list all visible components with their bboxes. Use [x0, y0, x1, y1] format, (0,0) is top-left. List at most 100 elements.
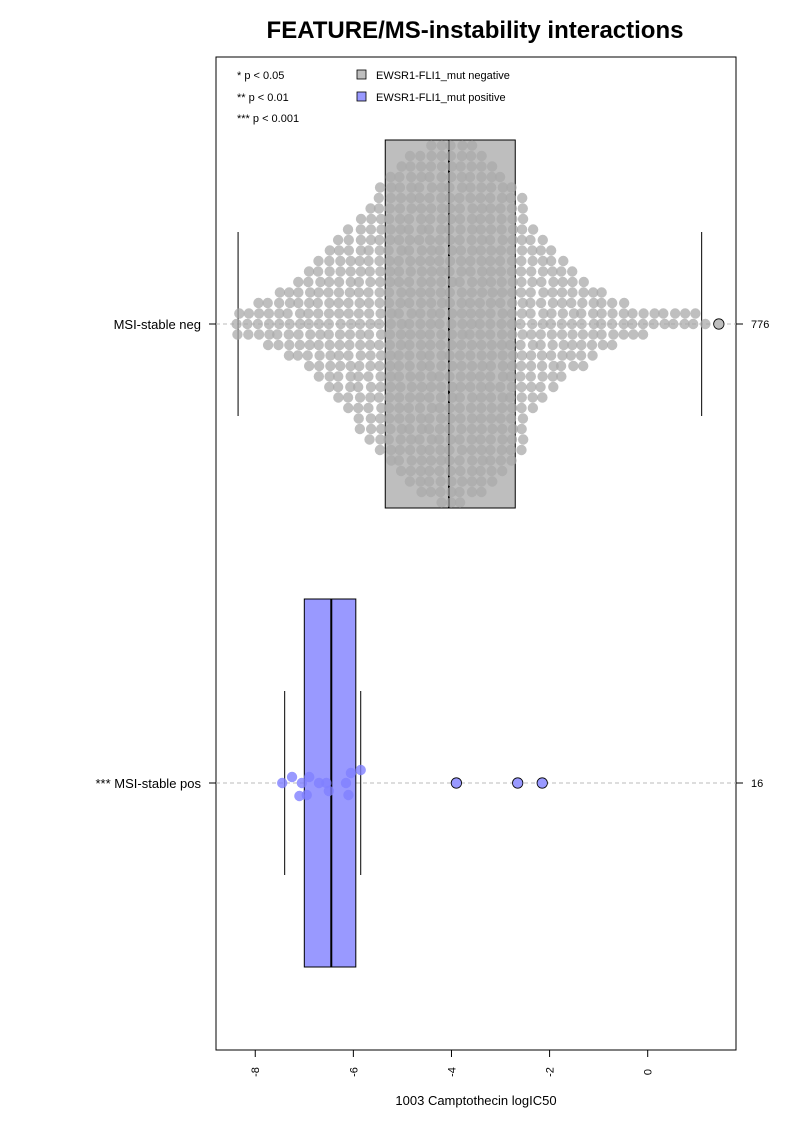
data-point	[476, 444, 487, 456]
data-point	[436, 140, 447, 151]
data-point	[273, 339, 284, 351]
data-point	[386, 308, 397, 319]
data-point	[535, 381, 546, 393]
data-point	[315, 276, 326, 288]
data-point	[393, 308, 404, 319]
data-point	[454, 455, 465, 466]
data-point	[404, 360, 415, 372]
data-point	[497, 392, 508, 403]
data-point	[363, 308, 375, 319]
data-point	[403, 402, 415, 414]
data-point	[456, 297, 467, 309]
data-point	[333, 392, 344, 403]
data-point	[354, 318, 366, 330]
data-point	[335, 318, 346, 330]
data-point	[466, 465, 478, 477]
data-point	[546, 329, 558, 340]
data-point	[506, 318, 517, 330]
data-point	[294, 308, 306, 319]
data-point	[467, 392, 478, 403]
data-point	[537, 234, 548, 246]
data-point	[587, 308, 599, 319]
data-point	[324, 381, 335, 393]
data-point	[515, 339, 526, 351]
data-point	[434, 255, 445, 267]
data-point	[436, 192, 447, 204]
data-point	[516, 360, 527, 372]
data-point	[415, 161, 427, 172]
data-point	[435, 339, 447, 351]
data-point	[323, 785, 335, 797]
data-point	[292, 350, 304, 361]
data-point	[487, 476, 498, 487]
data-point	[446, 245, 458, 256]
data-point	[374, 276, 386, 288]
data-point	[556, 297, 568, 309]
data-point	[384, 339, 396, 351]
data-point	[567, 266, 578, 277]
data-point	[445, 465, 456, 477]
data-point	[385, 423, 396, 435]
data-point	[486, 465, 497, 477]
data-point	[565, 350, 577, 361]
data-point	[477, 276, 488, 288]
data-point	[425, 486, 437, 498]
data-point	[345, 371, 356, 382]
data-point	[495, 381, 506, 393]
data-point	[454, 213, 466, 225]
data-point	[253, 308, 265, 319]
data-point	[332, 381, 344, 393]
data-point	[506, 297, 518, 309]
data-point	[436, 350, 447, 361]
data-point	[476, 182, 487, 193]
data-point	[384, 392, 395, 403]
data-point	[496, 213, 507, 225]
data-point	[445, 140, 456, 151]
data-point	[556, 371, 567, 382]
data-point	[507, 234, 518, 246]
data-point	[424, 413, 435, 424]
data-point	[404, 476, 416, 487]
data-point	[395, 329, 407, 340]
data-point	[324, 339, 335, 351]
data-point	[476, 266, 488, 277]
data-point	[424, 392, 435, 403]
data-point	[659, 318, 670, 330]
data-point	[576, 339, 587, 351]
data-point	[454, 203, 466, 214]
data-point	[465, 350, 476, 361]
data-point	[303, 297, 315, 309]
data-point	[263, 308, 275, 319]
data-point	[586, 339, 598, 351]
data-point	[525, 308, 536, 319]
data-point	[516, 392, 527, 403]
data-point	[576, 308, 587, 319]
data-point	[476, 234, 488, 246]
data-point	[385, 371, 397, 382]
data-point	[385, 224, 396, 235]
data-point	[253, 297, 264, 309]
data-point	[363, 287, 374, 298]
data-point	[475, 224, 487, 235]
data-point	[497, 182, 509, 193]
data-point	[455, 371, 466, 382]
data-point	[465, 150, 477, 162]
group-label-neg: MSI-stable neg	[114, 317, 201, 332]
data-point	[284, 318, 295, 330]
data-point	[416, 203, 427, 214]
data-point	[286, 771, 298, 783]
data-point	[464, 297, 476, 309]
data-point	[457, 329, 468, 340]
data-point	[455, 413, 466, 424]
data-point	[365, 318, 376, 330]
data-point	[606, 339, 618, 351]
data-point	[527, 392, 538, 403]
outlier-point	[713, 318, 725, 330]
data-point	[516, 255, 527, 267]
data-point	[234, 308, 245, 319]
data-point	[515, 318, 526, 330]
group-label-pos: *** MSI-stable pos	[96, 776, 202, 791]
data-point	[506, 329, 518, 340]
data-point	[505, 339, 516, 351]
